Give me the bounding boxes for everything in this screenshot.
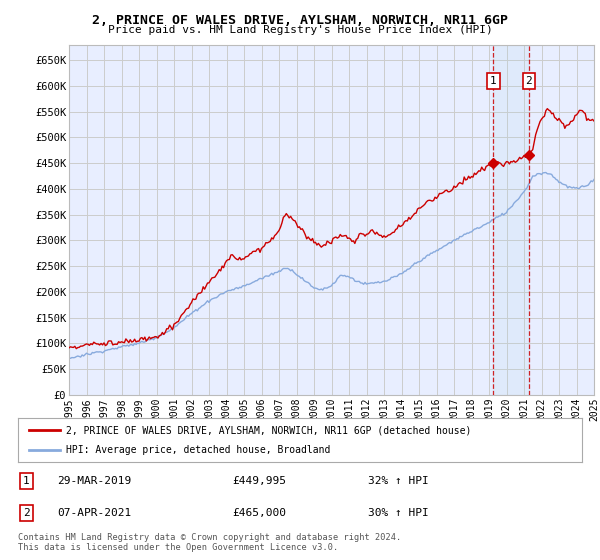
Text: 2, PRINCE OF WALES DRIVE, AYLSHAM, NORWICH, NR11 6GP (detached house): 2, PRINCE OF WALES DRIVE, AYLSHAM, NORWI…: [66, 425, 472, 435]
Text: 2: 2: [23, 508, 30, 518]
Text: 29-MAR-2019: 29-MAR-2019: [58, 476, 132, 486]
Text: HPI: Average price, detached house, Broadland: HPI: Average price, detached house, Broa…: [66, 445, 331, 455]
Text: 1: 1: [23, 476, 30, 486]
Text: 2: 2: [526, 76, 532, 86]
Text: Contains HM Land Registry data © Crown copyright and database right 2024.: Contains HM Land Registry data © Crown c…: [18, 533, 401, 542]
Bar: [493, 45, 529, 395]
Text: 1: 1: [490, 76, 497, 86]
Text: £449,995: £449,995: [232, 476, 286, 486]
Text: 2, PRINCE OF WALES DRIVE, AYLSHAM, NORWICH, NR11 6GP: 2, PRINCE OF WALES DRIVE, AYLSHAM, NORWI…: [92, 14, 508, 27]
Text: This data is licensed under the Open Government Licence v3.0.: This data is licensed under the Open Gov…: [18, 543, 338, 552]
Text: 30% ↑ HPI: 30% ↑ HPI: [368, 508, 428, 518]
Text: Price paid vs. HM Land Registry's House Price Index (HPI): Price paid vs. HM Land Registry's House …: [107, 25, 493, 35]
Text: 32% ↑ HPI: 32% ↑ HPI: [368, 476, 428, 486]
Text: £465,000: £465,000: [232, 508, 286, 518]
Text: 07-APR-2021: 07-APR-2021: [58, 508, 132, 518]
